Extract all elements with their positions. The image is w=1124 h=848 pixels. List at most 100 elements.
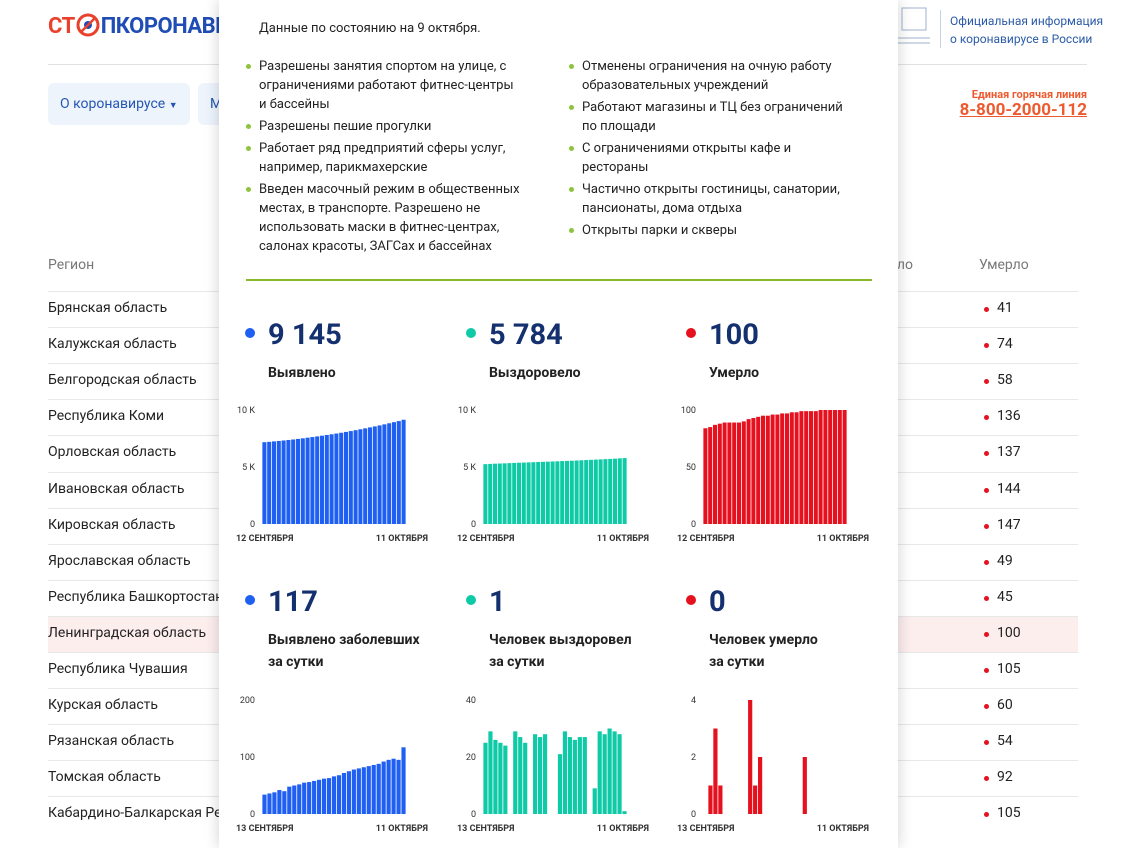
region-name: Ярославская область xyxy=(48,552,191,569)
bar xyxy=(584,460,589,524)
bar xyxy=(312,780,317,814)
bar xyxy=(741,421,746,524)
bar xyxy=(818,410,823,524)
deaths-value: 144 xyxy=(997,480,1021,497)
bar xyxy=(602,734,607,814)
logo[interactable]: СТ ПКОРОНАВИ xyxy=(48,12,231,39)
bar xyxy=(775,414,780,524)
bar xyxy=(550,461,555,524)
status-dot xyxy=(984,812,989,818)
deaths-value: 45 xyxy=(997,588,1013,605)
deaths-value: 41 xyxy=(997,300,1013,316)
column-header: Регион xyxy=(48,257,95,273)
bar xyxy=(748,700,753,814)
y-tick-label: 100 xyxy=(681,406,696,416)
date-note: Данные по состоянию на 9 октября. xyxy=(259,21,481,36)
bar xyxy=(396,421,401,524)
bar xyxy=(593,459,598,524)
stat-label: Человек умерло xyxy=(709,632,818,648)
bar xyxy=(341,772,347,814)
stat-dot xyxy=(686,595,696,605)
y-tick-label: 10 K xyxy=(458,406,476,416)
measure-item: Работают магазины и ТЦ без ограничений п… xyxy=(569,98,844,136)
x-tick-label: 11 ОКТЯБРЯ xyxy=(376,824,428,834)
deaths-value: 105 xyxy=(997,661,1021,677)
bar xyxy=(808,411,814,524)
stat-value: 100 xyxy=(709,318,759,352)
bar xyxy=(281,440,286,524)
bar xyxy=(794,412,799,524)
bar xyxy=(582,737,587,814)
bar xyxy=(300,438,305,524)
bar xyxy=(377,425,382,524)
bar xyxy=(536,461,541,524)
status-dot xyxy=(984,415,989,421)
bar xyxy=(533,734,538,814)
status-dot xyxy=(984,523,989,529)
bar xyxy=(703,428,708,524)
bar xyxy=(512,462,517,524)
measure-item: Разрешены пешие прогулки xyxy=(246,117,521,136)
region-name: Республика Коми xyxy=(48,408,165,425)
bar xyxy=(334,433,339,524)
region-name: Ивановская область xyxy=(48,480,185,497)
bar xyxy=(326,778,332,814)
deaths-value: 60 xyxy=(997,697,1013,714)
bar xyxy=(498,742,503,814)
measures-list: Отменены ограничения на очную работу обр… xyxy=(569,57,844,243)
official-info[interactable]: Официальная информация о коронавирусе в … xyxy=(950,12,1103,48)
measure-item: Отменены ограничения на очную работу обр… xyxy=(569,57,844,95)
bar xyxy=(828,410,833,524)
bar xyxy=(307,782,312,814)
stat-chart: 117 Выявлено заболевших за сутки 0 100 200 13 … xyxy=(236,585,428,834)
stat-label: за сутки xyxy=(489,654,545,670)
region-name: Томская область xyxy=(48,769,161,786)
hotline-number[interactable]: 8-800-2000-112 xyxy=(959,100,1087,120)
status-dot xyxy=(984,668,989,673)
bar xyxy=(780,413,785,524)
bar xyxy=(401,419,406,524)
bar xyxy=(272,792,277,814)
popup: Данные по состоянию на 9 октября. Разреш… xyxy=(219,0,898,848)
y-tick-label: 20 xyxy=(466,753,476,763)
stat-dot xyxy=(466,595,476,605)
separator xyxy=(246,279,872,281)
bar xyxy=(336,775,342,814)
nav-label: О коронавирусе xyxy=(60,96,166,112)
bar xyxy=(317,779,322,814)
bar xyxy=(708,785,713,814)
caret: ▼ xyxy=(168,101,178,111)
bar xyxy=(267,441,272,524)
bar xyxy=(526,462,531,524)
stat-chart: 1 Человек выздоровел за сутки 0 20 40 13 СЕНТЯ… xyxy=(457,585,649,834)
bar xyxy=(488,463,493,524)
bar xyxy=(823,410,828,524)
deaths-value: 136 xyxy=(997,408,1021,425)
nav-button[interactable]: О коронавирусе ▼ xyxy=(48,83,190,125)
bar xyxy=(597,731,602,814)
status-dot xyxy=(984,559,989,565)
bar xyxy=(351,769,356,814)
bar xyxy=(567,737,572,814)
bar xyxy=(756,416,761,524)
bar xyxy=(732,422,737,524)
bar xyxy=(607,728,612,814)
bar xyxy=(287,786,292,814)
bar xyxy=(276,440,281,524)
bar xyxy=(502,463,507,524)
x-tick-label: 12 СЕНТЯБРЯ xyxy=(457,534,514,544)
region-name: Орловская область xyxy=(48,444,177,461)
region-name: Республика Башкортостан xyxy=(48,588,224,605)
bar xyxy=(523,742,528,814)
stat-label: Человек выздоровел xyxy=(489,632,632,648)
measure-item: С ограничениями открыты кафе и рестораны xyxy=(569,139,844,177)
y-tick-label: 0 xyxy=(691,810,696,820)
bar xyxy=(718,785,723,814)
bar xyxy=(545,461,550,524)
bar xyxy=(286,440,291,524)
bar xyxy=(315,436,320,524)
status-dot xyxy=(984,451,989,457)
gov-emblem xyxy=(898,7,930,44)
bar xyxy=(321,778,327,814)
